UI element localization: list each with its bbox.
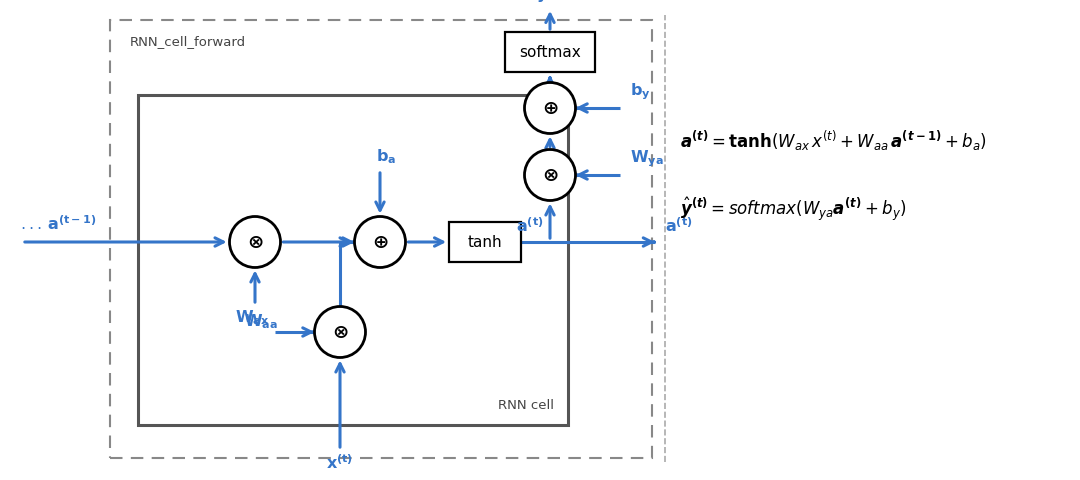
Circle shape	[314, 307, 365, 358]
Text: softmax: softmax	[519, 46, 581, 60]
Text: $\hat{\mathbf{y}}^{\mathbf{(t)}}$: $\hat{\mathbf{y}}^{\mathbf{(t)}}$	[537, 0, 564, 5]
Text: ⊕: ⊕	[372, 233, 388, 252]
Text: $\mathbf{b_a}$: $\mathbf{b_a}$	[376, 147, 396, 166]
FancyBboxPatch shape	[505, 33, 595, 73]
Text: $\mathbf{a^{(t)}}$: $\mathbf{a^{(t)}}$	[665, 216, 692, 235]
Text: RNN cell: RNN cell	[498, 398, 554, 411]
Text: $\mathit{...}\,\mathbf{a}^{\mathbf{(t-1)}}$: $\mathit{...}\,\mathbf{a}^{\mathbf{(t-1)…	[21, 214, 96, 232]
Text: ⊗: ⊗	[247, 233, 264, 252]
Text: $\hat{\boldsymbol{y}}^{\boldsymbol{(t)}} = \mathit{softmax}(W_{ya}\boldsymbol{a}: $\hat{\boldsymbol{y}}^{\boldsymbol{(t)}}…	[680, 195, 906, 222]
Text: ⊕: ⊕	[542, 99, 558, 118]
Text: $\mathbf{a^{(t)}}$: $\mathbf{a^{(t)}}$	[516, 216, 543, 235]
Circle shape	[525, 84, 576, 134]
Text: $\mathbf{x^{(t)}}$: $\mathbf{x^{(t)}}$	[326, 452, 353, 471]
Text: $\mathbf{W_{ax}}$: $\mathbf{W_{ax}}$	[234, 308, 269, 326]
Circle shape	[354, 217, 405, 268]
FancyBboxPatch shape	[449, 223, 521, 263]
Text: ⊗: ⊗	[542, 166, 558, 185]
Text: $\mathbf{b_y}$: $\mathbf{b_y}$	[630, 81, 650, 102]
Text: $\mathbf{W_{ya}}$: $\mathbf{W_{ya}}$	[630, 148, 664, 168]
Circle shape	[525, 150, 576, 201]
Circle shape	[229, 217, 281, 268]
Text: $\boldsymbol{a}^{\boldsymbol{(t)}} = \mathbf{tanh}(W_{ax}\, x^{(t)} + W_{aa}\, \: $\boldsymbol{a}^{\boldsymbol{(t)}} = \ma…	[680, 129, 987, 153]
Text: RNN_cell_forward: RNN_cell_forward	[130, 35, 246, 48]
Text: $\mathbf{W_{aa}}$: $\mathbf{W_{aa}}$	[244, 312, 278, 330]
Text: tanh: tanh	[468, 235, 502, 250]
Text: ⊗: ⊗	[332, 323, 348, 342]
